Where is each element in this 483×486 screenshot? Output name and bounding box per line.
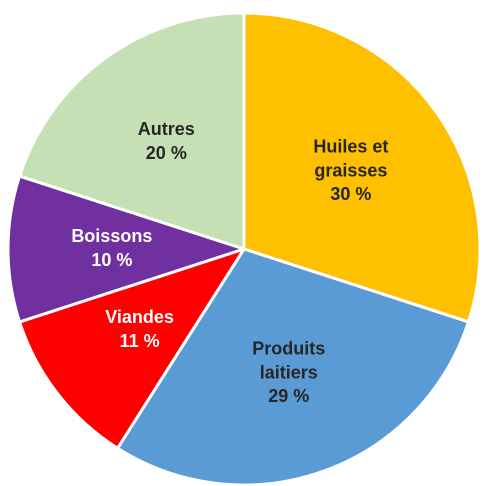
slice-value-label: 11 %: [120, 331, 160, 351]
pie-slice: [18, 247, 246, 450]
slice-label-line: graisses: [314, 160, 387, 180]
pie-slice: [18, 11, 246, 251]
slice-value-label: 29 %: [268, 386, 309, 406]
pie-slice: [116, 247, 470, 486]
slice-label: Produits laitiers: [252, 338, 325, 382]
slice-label-line: Autres: [138, 119, 195, 139]
slice-label-line: Huiles et: [313, 136, 388, 156]
slice-label: Viandes: [105, 307, 174, 327]
pie-slice: [6, 174, 246, 324]
slice-label-line: laitiers: [260, 362, 318, 382]
slice-value-label: 20 %: [146, 143, 187, 163]
slice-label: Autres: [138, 119, 195, 139]
slice-label-line: Boissons: [71, 226, 152, 246]
slice-label: Boissons: [71, 226, 152, 246]
slice-label-line: Produits: [252, 338, 325, 358]
slice-label: Huiles et graisses: [313, 136, 388, 180]
pie-slice: [242, 11, 482, 324]
slice-label-line: Viandes: [105, 307, 174, 327]
slice-value-label: 30 %: [330, 184, 371, 204]
slice-value-label: 10 %: [91, 250, 132, 270]
